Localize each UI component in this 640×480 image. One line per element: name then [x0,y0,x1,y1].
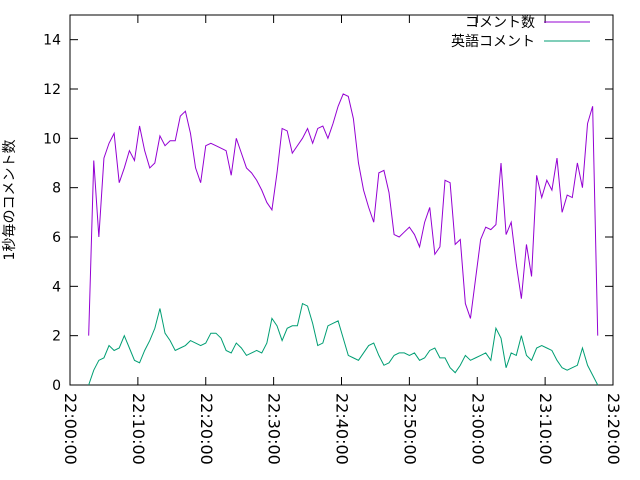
x-tick-label: 22:10:00 [129,393,148,465]
series-line [88,93,599,336]
y-tick-label: 2 [52,329,61,345]
x-tick-label: 23:00:00 [468,393,487,465]
y-axis-label: 1秒毎のコメント数 [2,140,18,261]
x-tick-label: 23:20:00 [604,393,623,465]
legend-label: 英語コメント [451,33,535,50]
series-line [88,302,599,386]
x-tick-label: 23:10:00 [536,393,555,465]
y-tick-label: 12 [43,82,61,98]
plot-frame [69,14,614,386]
x-tick-label: 22:50:00 [400,393,419,465]
y-tick-label: 0 [52,378,61,394]
y-tick-label: 10 [43,131,61,147]
x-tick-label: 22:40:00 [333,393,352,465]
y-tick-label: 14 [43,33,61,49]
x-tick-label: 22:30:00 [265,393,284,465]
y-tick-label: 4 [52,279,61,295]
x-tick-label: 22:20:00 [197,393,216,465]
y-tick-label: 6 [52,230,61,246]
x-tick-label: 22:00:00 [61,393,80,465]
legend-label: コメント数 [465,15,535,31]
y-tick-label: 8 [52,181,61,197]
